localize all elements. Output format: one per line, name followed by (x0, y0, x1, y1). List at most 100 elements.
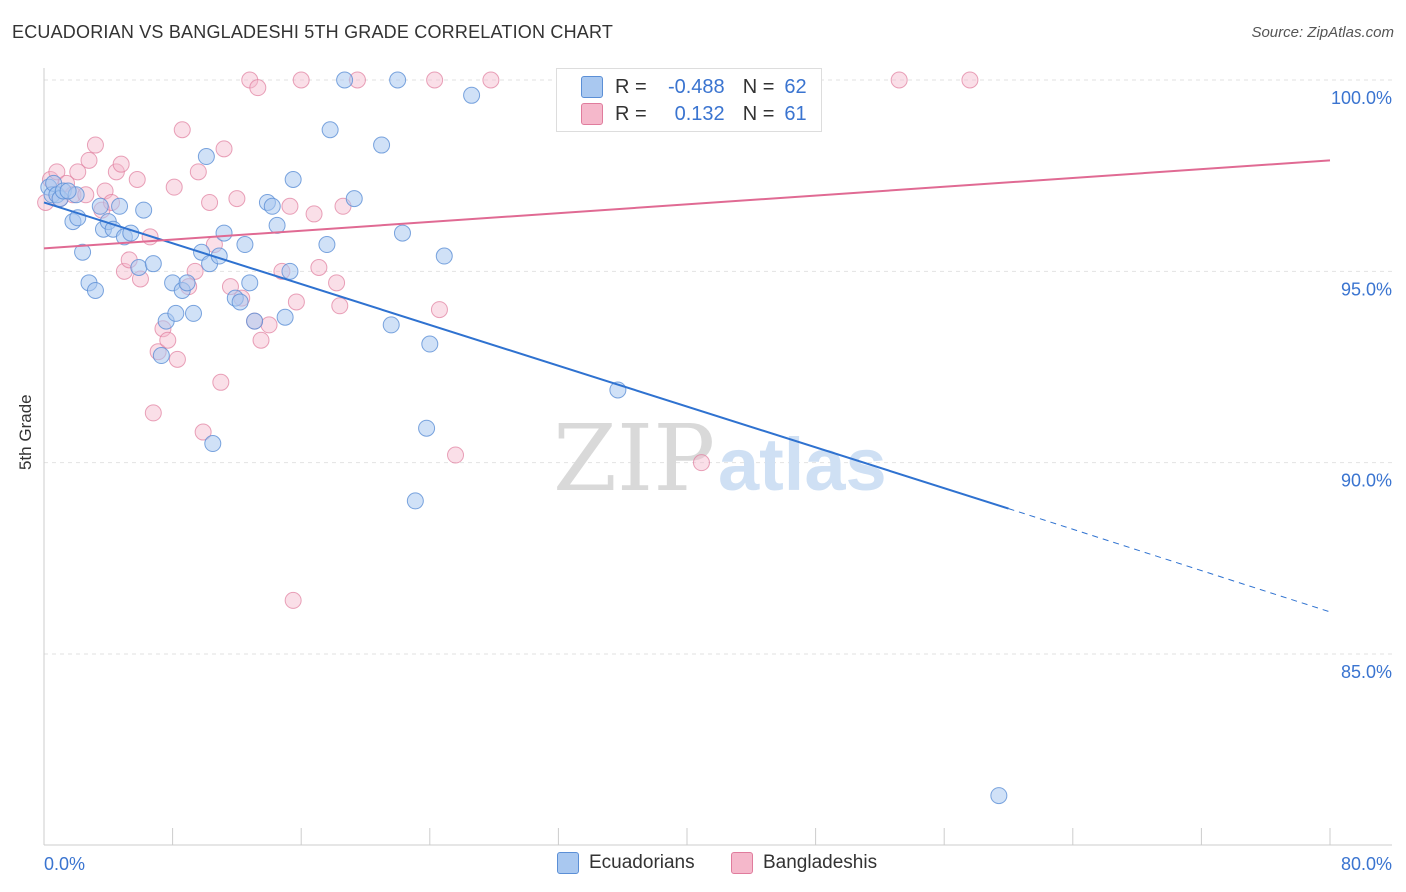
chart-title: ECUADORIAN VS BANGLADESHI 5TH GRADE CORR… (12, 22, 614, 42)
bangladeshi-point (961, 71, 979, 89)
ecuadorian-point (135, 201, 153, 219)
ecuadorian-point (167, 304, 185, 322)
bangladeshis-trend-line (43, 159, 1331, 250)
ecuadorian-point (263, 197, 281, 215)
ecuadorian-point (373, 136, 391, 154)
ecuadorian-point (336, 71, 354, 89)
y-tick-label: 95.0% (1341, 279, 1392, 299)
bangladeshi-point (159, 331, 177, 349)
bangladeshi-point (249, 79, 267, 97)
bangladeshi-point (310, 259, 328, 277)
legend-item-bangladeshis[interactable]: Bangladeshis (731, 852, 877, 874)
ecuadorians-swatch (581, 76, 603, 98)
series-ecuadorians (40, 71, 1008, 805)
bangladeshi-point (215, 140, 233, 158)
r-value: -0.488 (667, 75, 725, 98)
bangladeshi-point (284, 591, 302, 609)
ecuadorian-point (321, 121, 339, 139)
r-value: 0.132 (674, 102, 725, 125)
ecuadorian-point (990, 787, 1008, 805)
ecuadorian-point (184, 304, 202, 322)
ecuadorian-point (144, 255, 162, 273)
ecuadorian-point (86, 281, 104, 299)
ecuadorian-point (59, 182, 77, 200)
ecuadorian-point (178, 274, 196, 292)
n-value: 62 (784, 75, 807, 98)
ecuadorian-point (318, 236, 336, 254)
y-tick-label: 85.0% (1341, 662, 1392, 682)
bangladeshi-point (168, 350, 186, 368)
ecuadorian-point (276, 308, 294, 326)
bangladeshi-point (201, 193, 219, 211)
gridlines (44, 79, 1392, 655)
bangladeshi-point (86, 136, 104, 154)
ecuadorian-point (74, 243, 92, 261)
legend-label: Ecuadorians (589, 852, 695, 873)
ecuadorian-point (418, 419, 436, 437)
y-tick-label: 100.0% (1331, 88, 1392, 108)
bangladeshi-point (69, 163, 87, 181)
source-label: Source: ZipAtlas.com (1251, 24, 1394, 41)
legend-label: Bangladeshis (763, 852, 878, 873)
stats-row-bangladeshis: R = 0.132 N = 61 (581, 101, 807, 127)
ecuadorian-point (393, 224, 411, 242)
bangladeshi-point (186, 262, 204, 280)
ecuadorian-point (215, 224, 233, 242)
bangladeshi-point (328, 274, 346, 292)
bangladeshi-point (281, 197, 299, 215)
ecuadorian-point (268, 216, 286, 234)
bangladeshi-point (189, 163, 207, 181)
ecuadorian-point (281, 262, 299, 280)
watermark-atlas: atlas (718, 423, 887, 506)
watermark-zip: ZIP (553, 405, 715, 512)
bangladeshi-point (128, 170, 146, 188)
bangladeshi-point (692, 454, 710, 472)
ecuadorian-point (284, 170, 302, 188)
series-legend: Ecuadorians Bangladeshis (0, 850, 1406, 878)
stats-legend: R = -0.488 N = 62 R = 0.132 N = 61 (556, 68, 822, 132)
n-value: 61 (784, 102, 807, 125)
bangladeshi-point (212, 373, 230, 391)
ecuadorians-trend-extension (1008, 508, 1331, 613)
bangladeshi-point (890, 71, 908, 89)
n-label: N = (742, 75, 775, 98)
bangladeshis-swatch (731, 852, 753, 874)
bangladeshi-point (228, 190, 246, 208)
n-label: N = (742, 102, 775, 125)
bangladeshis-swatch (581, 103, 603, 125)
ecuadorian-point (91, 197, 109, 215)
ecuadorian-point (236, 236, 254, 254)
bangladeshi-point (305, 205, 323, 223)
legend-item-ecuadorians[interactable]: Ecuadorians (557, 852, 695, 874)
y-axis-title: 5th Grade (16, 394, 35, 470)
bangladeshi-point (165, 178, 183, 196)
watermark: ZIP atlas (553, 405, 887, 512)
ecuadorian-point (130, 259, 148, 277)
r-label: R = (615, 102, 647, 125)
ecuadorian-point (389, 71, 407, 89)
x-tick-label: 80.0% (1341, 854, 1392, 874)
axes (43, 68, 1392, 846)
bangladeshi-point (292, 71, 310, 89)
ecuadorian-point (406, 492, 424, 510)
ecuadorian-point (152, 347, 170, 365)
r-label: R = (615, 75, 647, 98)
tick-labels: 85.0% 90.0% 95.0% 100.0% 0.0% 80.0% (44, 88, 1392, 874)
ecuadorian-point (231, 293, 249, 311)
ecuadorian-point (421, 335, 439, 353)
bangladeshi-point (260, 316, 278, 334)
bangladeshi-point (482, 71, 500, 89)
bangladeshi-point (331, 297, 349, 315)
ecuadorian-point (111, 197, 129, 215)
ecuadorian-point (197, 148, 215, 166)
ecuadorian-point (435, 247, 453, 265)
bangladeshi-point (252, 331, 270, 349)
ecuadorians-trend-line (43, 201, 1009, 510)
stats-row-ecuadorians: R = -0.488 N = 62 (581, 74, 807, 100)
trend-lines (43, 159, 1331, 613)
ecuadorian-point (204, 435, 222, 453)
y-tick-label: 90.0% (1341, 471, 1392, 491)
bangladeshi-point (194, 423, 212, 441)
bangladeshi-point (112, 155, 130, 173)
